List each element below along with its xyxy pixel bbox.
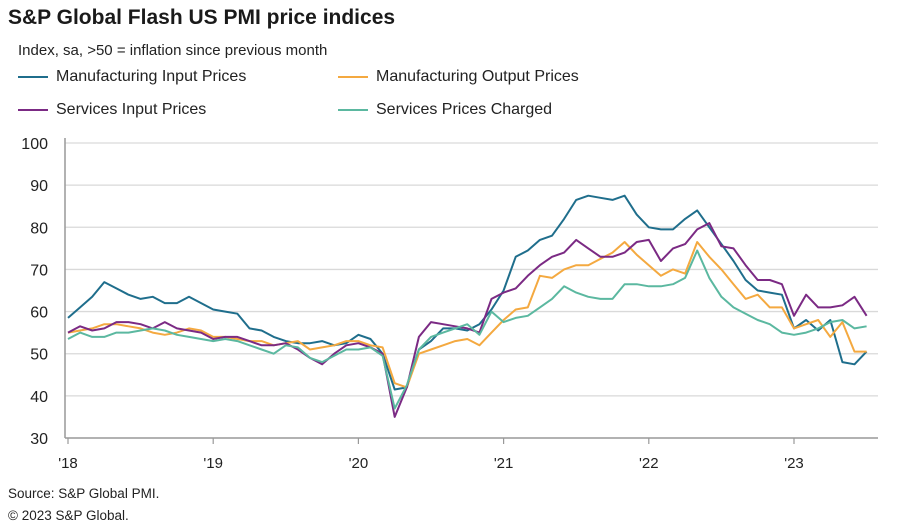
- legend-item-services-input: Services Input Prices: [18, 101, 206, 119]
- legend-swatch: [338, 76, 368, 78]
- legend-item-manufacturing-input: Manufacturing Input Prices: [18, 68, 246, 86]
- x-tick-label: '23: [784, 455, 804, 472]
- y-tick-label: 70: [30, 262, 48, 279]
- legend-item-manufacturing-output: Manufacturing Output Prices: [338, 68, 579, 86]
- series-line-manufacturing-input-prices: [67, 194, 868, 391]
- chart-subtitle: Index, sa, >50 = inflation since previou…: [18, 42, 328, 59]
- series-line-services-prices-charged: [67, 249, 867, 410]
- legend-swatch: [18, 76, 48, 78]
- legend-label: Services Prices Charged: [376, 101, 553, 118]
- series-line-manufacturing-output-prices: [67, 241, 867, 389]
- x-tick-label: '18: [58, 455, 78, 472]
- y-tick-label: 50: [30, 347, 48, 364]
- y-tick-label: 80: [30, 220, 48, 237]
- y-tick-label: 40: [30, 389, 48, 406]
- legend-label: Manufacturing Output Prices: [376, 68, 579, 85]
- x-tick-label: '20: [349, 455, 369, 472]
- legend-swatch: [338, 109, 368, 111]
- x-tick-label: '21: [494, 455, 514, 472]
- chart-title: S&P Global Flash US PMI price indices: [8, 6, 396, 29]
- x-tick-label: '19: [203, 455, 223, 472]
- series-line-services-input-prices: [67, 222, 868, 418]
- legend-swatch: [18, 109, 48, 111]
- y-tick-label: 100: [21, 136, 48, 153]
- y-tick-label: 60: [30, 305, 48, 322]
- copyright-note: © 2023 S&P Global.: [8, 508, 129, 523]
- legend-item-services-charged: Services Prices Charged: [338, 101, 552, 119]
- legend-label: Manufacturing Input Prices: [56, 68, 247, 85]
- y-tick-label: 90: [30, 178, 48, 195]
- legend-label: Services Input Prices: [56, 101, 207, 118]
- y-tick-label: 30: [30, 431, 48, 448]
- x-tick-label: '22: [639, 455, 659, 472]
- source-note: Source: S&P Global PMI.: [8, 486, 160, 501]
